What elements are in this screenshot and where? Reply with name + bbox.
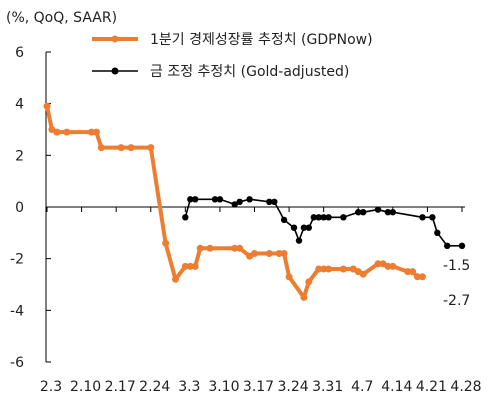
data-point — [92, 128, 100, 136]
data-point — [285, 273, 293, 281]
data-point — [191, 262, 199, 270]
data-point — [182, 214, 189, 221]
data-point — [97, 144, 105, 152]
data-point — [280, 250, 288, 257]
data-point — [162, 239, 170, 247]
data-point — [216, 196, 224, 203]
legend-gdpnow-marker — [111, 35, 119, 43]
data-point — [187, 196, 194, 203]
end-label-gold: -1.5 — [443, 258, 470, 274]
x-tick-label: 2.3 — [40, 379, 62, 395]
data-point — [231, 244, 239, 252]
x-tick-label: 4.28 — [450, 379, 481, 395]
x-tick-label: 3.31 — [312, 379, 343, 395]
data-point — [265, 250, 273, 257]
data-point — [325, 214, 332, 221]
data-point — [63, 128, 71, 136]
y-tick-label: -2 — [10, 252, 24, 268]
unit-label: (%, QoQ, SAAR) — [6, 10, 117, 26]
y-tick-label: 0 — [15, 200, 24, 216]
data-point — [414, 273, 421, 281]
y-tick-label: 4 — [15, 97, 24, 113]
data-point — [305, 224, 312, 231]
data-point — [53, 128, 61, 136]
data-point — [409, 268, 417, 276]
data-point — [266, 198, 273, 205]
x-tick-label: 2.17 — [105, 379, 136, 395]
data-point — [355, 209, 362, 216]
x-tick-label: 2.10 — [70, 379, 101, 395]
data-point — [404, 268, 412, 276]
data-point — [315, 214, 322, 221]
x-tick-label: 3.17 — [243, 379, 274, 395]
series-line-gold — [184, 198, 462, 247]
data-point — [315, 265, 323, 273]
axes: 6 4 2 0 -2 -4 -6 2.3 2.10 2.17 2.24 3.3 3.10 3.17 3.24… — [10, 45, 482, 395]
data-point — [384, 209, 392, 216]
end-label-gdpnow: -2.7 — [443, 293, 470, 309]
data-point — [419, 273, 426, 281]
data-point — [290, 224, 298, 231]
y-tick-label: 2 — [15, 148, 24, 164]
data-point — [147, 144, 155, 152]
legend-gold-label: 금 조정 추정치 (Gold-adjusted) — [150, 64, 349, 80]
data-point — [196, 244, 204, 252]
data-point — [88, 128, 95, 136]
data-point — [359, 270, 367, 278]
x-tick-label: 4.14 — [381, 379, 412, 395]
data-point — [181, 262, 189, 270]
x-tick-label: 4.7 — [351, 379, 373, 395]
data-point — [295, 237, 303, 244]
legend: 1분기 경제성장률 추정치 (GDPNow) 금 조정 추정치 (Gold-ad… — [92, 32, 373, 80]
data-point — [246, 196, 253, 203]
data-point — [374, 206, 382, 213]
legend-gdpnow-label: 1분기 경제성장률 추정치 (GDPNow) — [150, 32, 373, 48]
data-point — [236, 244, 244, 252]
y-tick-label: -6 — [10, 355, 24, 371]
x-tick-label: 4.21 — [416, 379, 447, 395]
data-point — [251, 250, 258, 257]
data-point — [339, 265, 347, 273]
data-point — [374, 260, 382, 268]
data-point — [389, 262, 397, 270]
data-point — [389, 209, 396, 216]
data-point — [434, 229, 441, 236]
data-point — [211, 196, 219, 203]
plot-area: -1.5 -2.7 — [43, 102, 470, 309]
data-point — [320, 265, 328, 273]
data-point — [325, 265, 333, 273]
data-point — [192, 196, 199, 203]
x-tick-label: 3.3 — [178, 379, 200, 395]
y-tick-label: 6 — [15, 45, 24, 61]
data-point — [300, 293, 308, 301]
data-point — [172, 275, 179, 283]
data-point — [340, 214, 347, 221]
x-tick-label: 2.24 — [139, 379, 170, 395]
data-point — [186, 262, 194, 270]
data-point — [236, 198, 243, 205]
data-point — [231, 201, 238, 208]
x-tick-label: 3.10 — [208, 379, 239, 395]
data-point — [271, 198, 278, 205]
data-point — [300, 224, 308, 231]
data-point — [275, 250, 283, 257]
data-point — [127, 144, 135, 152]
x-tick-label: 3.24 — [277, 379, 308, 395]
data-point — [305, 278, 313, 286]
data-point — [320, 214, 327, 221]
data-point — [206, 244, 214, 252]
data-point — [360, 209, 367, 216]
data-point — [117, 144, 125, 152]
data-point — [458, 242, 466, 249]
data-point — [429, 214, 436, 221]
data-point — [384, 262, 392, 270]
data-point — [444, 242, 451, 249]
data-point — [43, 102, 51, 110]
data-point — [280, 216, 288, 224]
legend-gold-marker — [111, 67, 119, 75]
data-point — [310, 214, 317, 221]
data-point — [419, 214, 426, 221]
y-tick-label: -4 — [10, 303, 24, 319]
